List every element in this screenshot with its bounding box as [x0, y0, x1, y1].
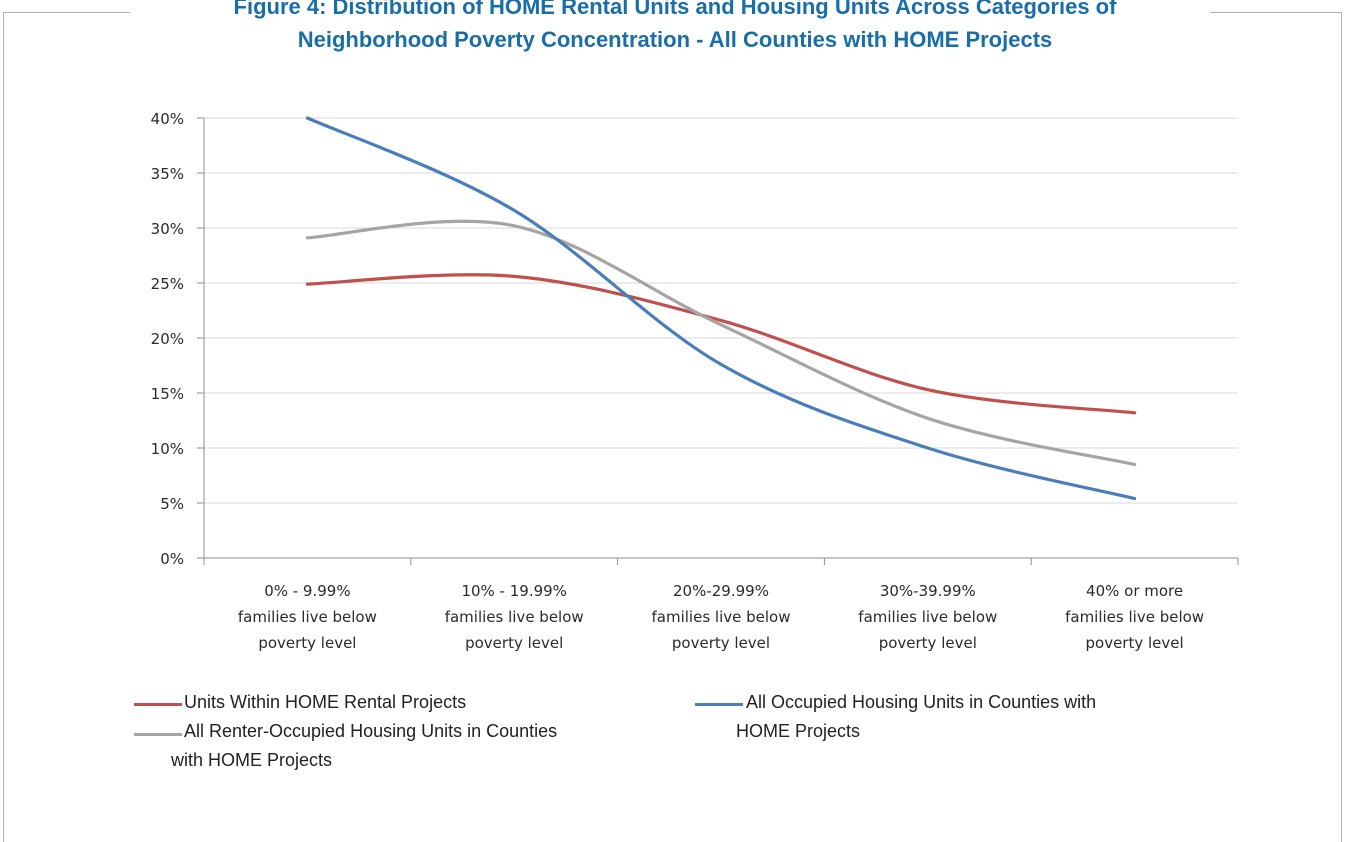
- series-line-all-occupied: [305, 116, 1137, 501]
- figure-title: Figure 4: Distribution of HOME Rental Un…: [140, 0, 1210, 56]
- x-tick-label: 40% or more families live below poverty le…: [1065, 582, 1204, 652]
- figure-title-line-1: Figure 4: Distribution of HOME Rental Un…: [233, 0, 1117, 19]
- legend-text-renter-occupied-1: All Renter-Occupied Housing Units in Cou…: [184, 721, 558, 741]
- y-tick-label: 40%: [151, 110, 184, 128]
- series-line-renter-occupied: [305, 219, 1137, 467]
- legend-text-renter-occupied-2: with HOME Projects: [171, 750, 333, 770]
- series-line-home-rental: [305, 273, 1137, 415]
- legend-swatch-all-occupied: [695, 703, 743, 706]
- y-tick-label: 5%: [160, 495, 184, 513]
- legend-text-home-rental: Units Within HOME Rental Projects: [184, 692, 467, 712]
- legend-text-all-occupied-1: All Occupied Housing Units in Counties w…: [746, 692, 1097, 712]
- x-tick-label: 20%-29.99% families live below poverty lev…: [652, 582, 791, 652]
- x-tick-label: 0% - 9.99% families live below poverty lev…: [238, 582, 377, 652]
- series-lines: [305, 116, 1137, 501]
- gridlines: [204, 117, 1238, 504]
- y-tick-label: 30%: [151, 220, 184, 238]
- legend-label-home-rental: Units Within HOME Rental Projects: [184, 688, 466, 717]
- y-tick-label: 25%: [151, 275, 184, 293]
- y-tick-label: 35%: [151, 165, 184, 183]
- line-chart: 0% 5% 10% 15% 20% 25% 30% 35% 40% 0% - 9.99% fami…: [151, 110, 1239, 652]
- y-tick-label: 0%: [160, 550, 184, 568]
- legend-text-all-occupied-2: HOME Projects: [736, 721, 861, 741]
- x-tick-labels: 0% - 9.99% families live below poverty lev…: [238, 582, 1204, 652]
- y-tick-label: 20%: [151, 330, 184, 348]
- y-tick-labels: 0% 5% 10% 15% 20% 25% 30% 35% 40%: [151, 110, 184, 568]
- title-background: [130, 0, 1210, 68]
- legend-label-all-occupied: All Occupied Housing Units in Counties w…: [736, 688, 1097, 746]
- figure-title-line-2: Neighborhood Poverty Concentration - All…: [297, 27, 1053, 52]
- axes: [197, 117, 1239, 565]
- y-tick-label: 10%: [151, 440, 184, 458]
- y-tick-label: 15%: [151, 385, 184, 403]
- legend: Units Within HOME Rental Projects All Re…: [0, 688, 1348, 828]
- legend-swatch-renter-occupied: [134, 733, 182, 736]
- legend-label-renter-occupied: All Renter-Occupied Housing Units in Cou…: [171, 717, 558, 775]
- x-tick-label: 30%-39.99% families live below poverty lev…: [858, 582, 997, 652]
- legend-swatch-home-rental: [134, 703, 182, 706]
- x-tick-label: 10% - 19.99% families live below poverty l…: [445, 582, 584, 652]
